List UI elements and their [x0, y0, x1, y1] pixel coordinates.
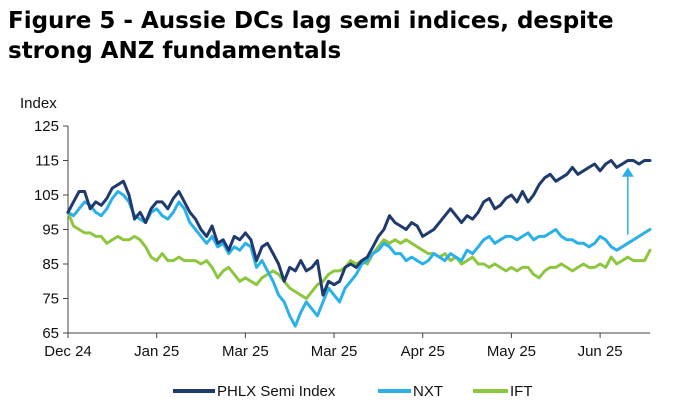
x-tick-label: Apr 25: [401, 343, 445, 360]
legend-item: NXT: [378, 383, 443, 400]
x-tick-label: Mar 25: [311, 343, 358, 360]
y-axis-label: Index: [20, 95, 57, 112]
series-line-ift: [66, 210, 652, 300]
y-tick-label: 125: [34, 118, 59, 135]
y-tick-label: 65: [42, 325, 59, 342]
legend-label: PHLX Semi Index: [217, 383, 336, 400]
up-arrow-icon: [621, 167, 634, 177]
x-axis: Dec 24 Jan 25 Mar 25 Mar 25 Apr 25 May 25 Jun …: [44, 332, 650, 360]
legend-label: NXT: [413, 383, 443, 400]
y-tick-label: 95: [42, 222, 59, 239]
series-line-phlx-semi-index: [66, 159, 652, 297]
legend: PHLX Semi Index NXT IFT: [173, 383, 533, 400]
chart-title: Figure 5 - Aussie DCs lag semi indices, …: [8, 6, 668, 66]
chart-title-line-2: strong ANZ fundamentals: [8, 38, 342, 64]
x-tick-label: Mar 25: [222, 343, 269, 360]
x-tick-label: May 25: [487, 343, 536, 360]
y-tick-label: 75: [42, 291, 59, 308]
chart-title-line-1: Figure 5 - Aussie DCs lag semi indices, …: [8, 8, 614, 34]
series-lines: [66, 159, 652, 328]
y-axis: 65 75 85 95 105 115 125: [34, 118, 69, 342]
legend-label: IFT: [510, 383, 533, 400]
legend-item: PHLX Semi Index: [173, 383, 336, 400]
x-tick-label: Jan 25: [134, 343, 179, 360]
y-tick-label: 85: [42, 256, 59, 273]
series-line-nxt: [66, 190, 652, 328]
legend-item: IFT: [473, 383, 533, 400]
x-tick-label: Dec 24: [44, 343, 92, 360]
x-tick-label: Jun 25: [578, 343, 623, 360]
y-tick-label: 115: [35, 153, 59, 170]
y-tick-label: 105: [34, 187, 59, 204]
annotation: [621, 167, 634, 235]
